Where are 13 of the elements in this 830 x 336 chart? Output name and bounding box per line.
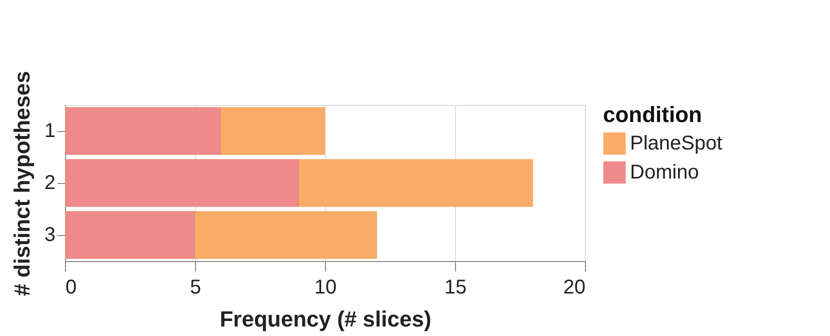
x-tick-label: 0 — [66, 276, 77, 298]
y-axis-title: # distinct hypotheses — [9, 71, 34, 296]
x-tick-label: 5 — [190, 276, 202, 298]
legend-label: PlaneSpot — [630, 132, 723, 154]
legend-title: condition — [603, 102, 702, 127]
x-axis-title: Frequency (# slices) — [220, 306, 432, 332]
y-tick-label: 1 — [44, 120, 56, 142]
y-tick-label: 2 — [44, 172, 56, 194]
x-tick-label: 10 — [314, 276, 337, 298]
y-tick-label: 3 — [44, 224, 56, 246]
x-tick-label: 15 — [444, 276, 467, 298]
x-tick-label: 20 — [563, 276, 586, 298]
legend-label: Domino — [630, 162, 699, 184]
